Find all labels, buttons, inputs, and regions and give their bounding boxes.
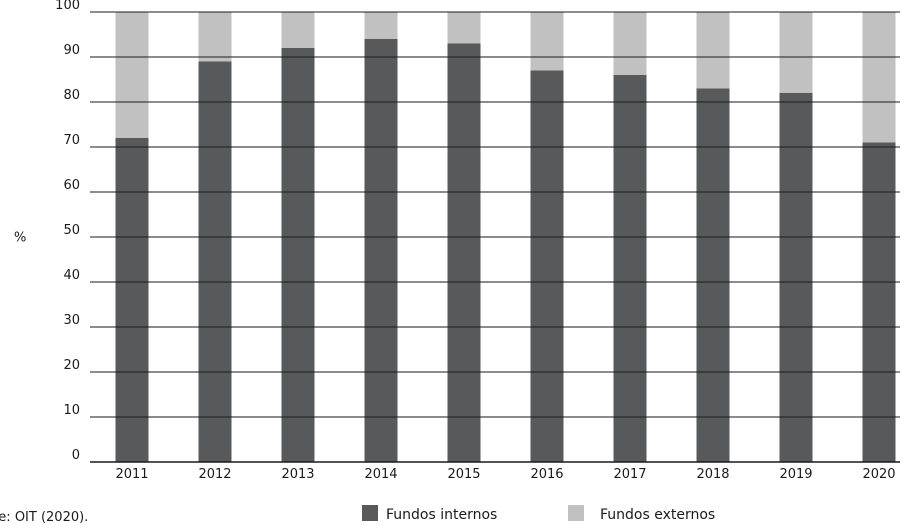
- bar-fundos-internos-2019: [779, 93, 813, 462]
- bar-fundos-externos-2020: [862, 12, 896, 143]
- bar-fundos-internos-2018: [696, 88, 730, 462]
- x-tick-label: 2014: [364, 467, 397, 482]
- y-tick-label: 20: [63, 358, 80, 373]
- bar-fundos-externos-2014: [364, 12, 398, 39]
- y-tick-labels: 0 10 20 30 40 50 60 70 80 90 100: [55, 0, 80, 463]
- y-tick-label: 70: [63, 133, 80, 148]
- bar-fundos-externos-2012: [198, 12, 232, 62]
- x-tick-labels: 2011 2012 2013 2014 2015 2016 2017 2018 2019 2020: [115, 467, 895, 482]
- x-tick-label: 2019: [779, 467, 812, 482]
- bar-fundos-externos-2016: [530, 12, 564, 71]
- bar-fundos-internos-2015: [447, 43, 481, 462]
- bar-fundos-externos-2017: [613, 12, 647, 75]
- legend-swatch-fundos-externos: [568, 505, 584, 521]
- bar-fundos-externos-2019: [779, 12, 813, 93]
- x-tick-label: 2015: [447, 467, 480, 482]
- bar-fundos-internos-2013: [281, 48, 315, 462]
- y-tick-label: 30: [63, 313, 80, 328]
- bar-fundos-internos-2011: [115, 138, 149, 462]
- y-tick-label: 100: [55, 0, 80, 13]
- bar-fundos-externos-2015: [447, 12, 481, 44]
- y-tick-label: 80: [63, 88, 80, 103]
- bar-fundos-internos-2014: [364, 39, 398, 462]
- legend-label-fundos-externos: Fundos externos: [600, 507, 715, 523]
- y-axis-label: %: [14, 231, 26, 246]
- gridlines: [90, 11, 900, 463]
- y-tick-label: 10: [63, 403, 80, 418]
- bar-fundos-externos-2018: [696, 12, 730, 89]
- x-tick-label: 2016: [530, 467, 563, 482]
- x-tick-label: 2017: [613, 467, 646, 482]
- bar-fundos-externos-2011: [115, 12, 149, 138]
- y-tick-label: 90: [63, 43, 80, 58]
- legend-swatch-fundos-internos: [362, 505, 378, 521]
- bar-fundos-internos-2016: [530, 70, 564, 462]
- bar-fundos-internos-2020: [862, 142, 896, 462]
- x-tick-label: 2012: [198, 467, 231, 482]
- source-note: Fonte: OIT (2020).: [0, 510, 88, 525]
- y-tick-label: 50: [63, 223, 80, 238]
- x-tick-label: 2013: [281, 467, 314, 482]
- legend-label-fundos-internos: Fundos internos: [386, 507, 497, 523]
- x-tick-label: 2011: [115, 467, 148, 482]
- bar-fundos-internos-2012: [198, 61, 232, 462]
- y-tick-label: 60: [63, 178, 80, 193]
- y-tick-label: 0: [72, 448, 80, 463]
- x-tick-label: 2020: [862, 467, 895, 482]
- y-tick-label: 40: [63, 268, 80, 283]
- x-tick-label: 2018: [696, 467, 729, 482]
- bars: [115, 12, 896, 462]
- legend: Fundos internos Fundos externos: [362, 505, 715, 523]
- bar-fundos-externos-2013: [281, 12, 315, 48]
- bar-fundos-internos-2017: [613, 75, 647, 462]
